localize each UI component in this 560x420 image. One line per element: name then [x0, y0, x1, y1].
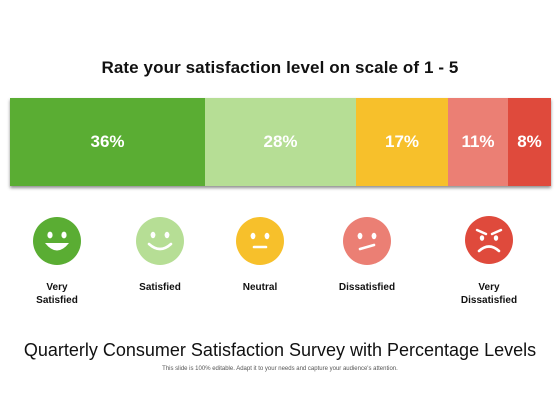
segment-value-label: 36%	[90, 132, 125, 151]
face-label-neutral: Neutral	[242, 282, 278, 293]
neutral-face-icon	[235, 216, 285, 266]
very-happy-face-icon	[32, 216, 82, 266]
bar-segment-very-satisfied: 36%	[10, 98, 205, 186]
segment-value-label: 11%	[461, 132, 495, 151]
face-label-very-dissatisfied: Very Dissatisfied	[460, 282, 518, 306]
face-label-dissatisfied: Dissatisfied	[338, 282, 396, 293]
stacked-percentage-bar: 36% 28% 17% 11% 8%	[10, 98, 551, 186]
bar-segment-very-dissatisfied: 8%	[508, 98, 551, 186]
segment-value-label: 17%	[384, 132, 420, 151]
unhappy-face-icon	[342, 216, 392, 266]
angry-face-icon	[464, 215, 514, 265]
bar-segment-dissatisfied: 11%	[448, 98, 508, 186]
segment-value-label: 8%	[517, 132, 542, 151]
slide-subtitle: Quarterly Consumer Satisfaction Survey w…	[23, 340, 537, 360]
footnote: This slide is 100% editable. Adapt it to…	[162, 366, 398, 372]
chart-title: Rate your satisfaction level on scale of…	[101, 58, 459, 77]
face-label-satisfied: Satisfied	[139, 282, 181, 293]
segment-value-label: 28%	[263, 132, 298, 151]
happy-face-icon	[135, 216, 185, 266]
bar-segment-neutral: 17%	[356, 98, 448, 186]
bar-segment-satisfied: 28%	[205, 98, 356, 186]
face-label-very-satisfied: Very Satisfied	[36, 282, 78, 306]
